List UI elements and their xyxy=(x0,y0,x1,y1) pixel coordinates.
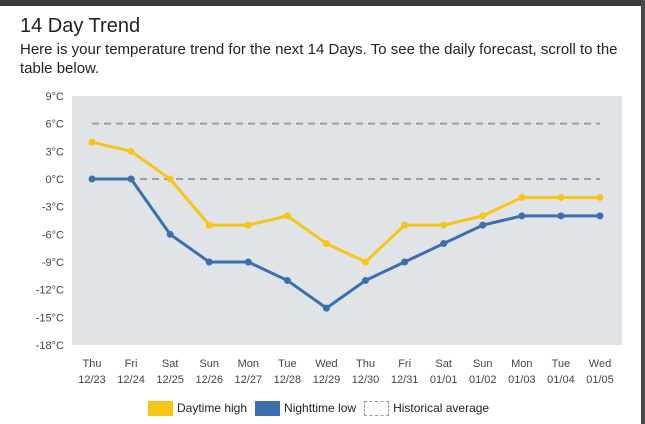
x-tick-date: 12/28 xyxy=(274,374,302,386)
daytime-high-point[interactable] xyxy=(127,147,135,155)
window-edge xyxy=(641,0,645,424)
nighttime-low-point[interactable] xyxy=(88,175,96,183)
nighttime-low-point[interactable] xyxy=(518,212,526,220)
nighttime-low-point[interactable] xyxy=(362,276,370,284)
x-tick-date: 12/29 xyxy=(313,374,341,386)
y-tick-label: -6°C xyxy=(42,229,64,241)
x-tick-date: 01/01 xyxy=(430,374,458,386)
x-tick-day: Thu xyxy=(83,358,102,370)
historical-average-lines xyxy=(92,122,600,180)
legend-label-daytime-high: Daytime high xyxy=(177,401,248,415)
nighttime-low-point[interactable] xyxy=(127,175,135,183)
x-tick-day: Mon xyxy=(238,358,259,370)
card-subtitle: Here is your temperature trend for the n… xyxy=(20,41,618,77)
y-tick-label: 6°C xyxy=(46,119,65,131)
x-tick-day: Wed xyxy=(315,358,337,370)
daytime-high-point[interactable] xyxy=(557,193,565,201)
chart-legend: Daytime high Nighttime low Historical av… xyxy=(148,398,497,418)
nighttime-low-point[interactable] xyxy=(479,221,487,229)
y-tick-label: -12°C xyxy=(36,285,64,297)
x-tick-day: Wed xyxy=(589,358,611,370)
nighttime-low-swatch xyxy=(255,400,281,416)
daytime-high-point[interactable] xyxy=(322,240,330,248)
y-axis-labels: 9°C 6°C 3°C 0°C -3°C -6°C -9°C -12°C -15°C -18°C xyxy=(36,91,64,352)
daytime-high-swatch xyxy=(148,400,173,416)
x-tick-date: 01/05 xyxy=(586,374,614,386)
x-tick-date: 12/30 xyxy=(352,374,380,386)
y-tick-label: -15°C xyxy=(36,312,64,324)
x-tick-date: 01/02 xyxy=(469,374,497,386)
daytime-high-point[interactable] xyxy=(518,193,526,201)
y-tick-label: 9°C xyxy=(46,91,65,103)
x-tick-day: Sun xyxy=(199,358,219,370)
nighttime-low-point[interactable] xyxy=(557,212,565,220)
x-tick-day: Thu xyxy=(356,358,375,370)
x-tick-day: Sat xyxy=(435,358,452,370)
legend-item-nighttime-low[interactable]: Nighttime low xyxy=(255,400,357,416)
daytime-high-point[interactable] xyxy=(244,221,252,229)
daytime-high-point[interactable] xyxy=(88,138,96,146)
legend-label-historical-average: Historical average xyxy=(393,401,490,415)
daytime-high-point[interactable] xyxy=(479,212,487,220)
legend-label-nighttime-low: Nighttime low xyxy=(284,401,357,415)
x-tick-date: 01/04 xyxy=(547,374,575,386)
x-tick-date: 12/26 xyxy=(195,374,223,386)
nighttime-low-point[interactable] xyxy=(205,258,213,266)
nighttime-low-point[interactable] xyxy=(283,276,291,284)
x-tick-day: Sun xyxy=(473,358,493,370)
window-top-bar xyxy=(0,0,645,6)
daytime-high-point[interactable] xyxy=(596,193,604,201)
nighttime-low-point[interactable] xyxy=(166,230,174,238)
daytime-high-point[interactable] xyxy=(205,221,213,229)
y-tick-label: -9°C xyxy=(42,257,64,269)
x-tick-date: 12/25 xyxy=(156,374,184,386)
x-tick-day: Sat xyxy=(162,358,179,370)
nighttime-low-point[interactable] xyxy=(401,258,409,266)
legend-item-daytime-high[interactable]: Daytime high xyxy=(148,400,248,416)
x-tick-date: 12/24 xyxy=(117,374,145,386)
series-points xyxy=(88,138,604,312)
daytime-high-line xyxy=(91,140,600,264)
x-tick-day: Fri xyxy=(125,358,138,370)
nighttime-low-point[interactable] xyxy=(440,240,448,248)
historical-average-swatch xyxy=(364,400,390,416)
daytime-high-point[interactable] xyxy=(362,258,370,266)
daytime-high-point[interactable] xyxy=(401,221,409,229)
y-tick-label: -18°C xyxy=(36,340,64,352)
nighttime-low-point[interactable] xyxy=(244,258,252,266)
daytime-high-point[interactable] xyxy=(283,212,291,220)
y-tick-label: 3°C xyxy=(46,146,65,158)
y-tick-label: 0°C xyxy=(46,174,65,186)
x-tick-date: 12/31 xyxy=(391,374,419,386)
nighttime-low-point[interactable] xyxy=(596,212,604,220)
x-tick-day: Tue xyxy=(278,358,297,370)
nighttime-low-point[interactable] xyxy=(322,304,330,312)
x-tick-day: Mon xyxy=(511,358,532,370)
legend-item-historical-average[interactable]: Historical average xyxy=(364,400,490,416)
nighttime-low-line xyxy=(92,177,600,310)
x-tick-day: Fri xyxy=(398,358,411,370)
card-title: 14 Day Trend xyxy=(20,15,141,37)
daytime-high-point[interactable] xyxy=(166,175,174,183)
x-tick-date: 12/23 xyxy=(78,374,106,386)
x-axis-labels: Thu 12/23 Fri 12/24 Sat 12/25 Sun 12/26 Mon 12/27… xyxy=(78,358,614,386)
x-tick-day: Tue xyxy=(552,358,571,370)
x-tick-date: 12/27 xyxy=(235,374,263,386)
x-tick-date: 01/03 xyxy=(508,374,536,386)
daytime-high-point[interactable] xyxy=(440,221,448,229)
y-tick-label: -3°C xyxy=(42,202,64,214)
series-lines xyxy=(91,140,600,310)
plot-area xyxy=(72,96,622,345)
